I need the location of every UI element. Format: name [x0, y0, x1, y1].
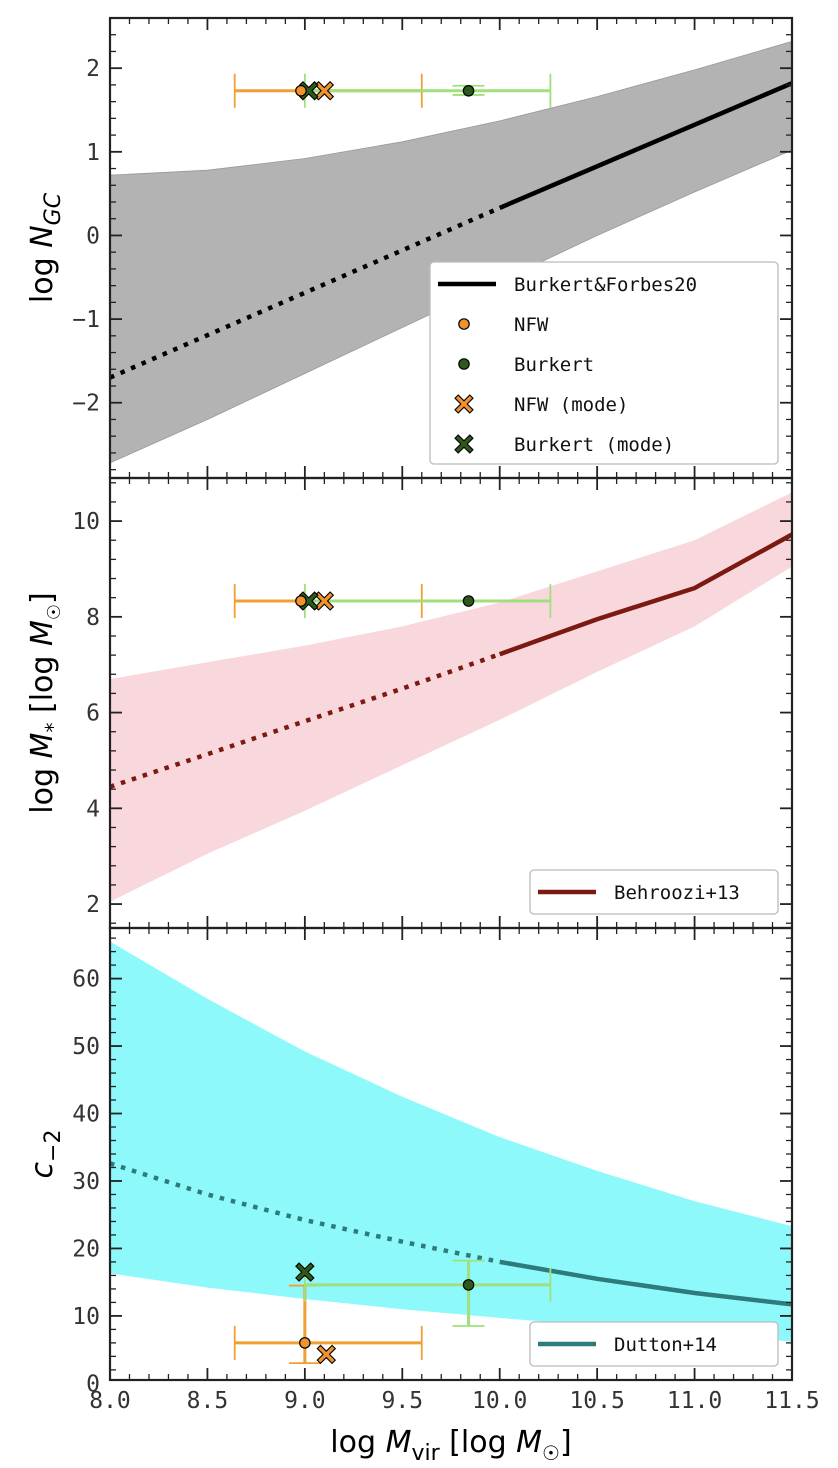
panel-mstar: Behroozi+13 2 4 6 8 10 log M* [log M☉] — [25, 476, 794, 930]
y-tick-label: 6 — [86, 701, 100, 727]
x-tick-labels: 8.0 8.5 9.0 9.5 10.0 10.5 11.0 11.5 — [89, 1388, 819, 1414]
y-tick-label: 2 — [86, 56, 100, 82]
ngc-marker-burkert — [462, 84, 475, 97]
x-tick-label: 8.0 — [89, 1388, 131, 1414]
x-tick-label: 9.0 — [284, 1388, 326, 1414]
x-tick-label: 9.5 — [382, 1388, 424, 1414]
ngc-ylabel: log NGC — [25, 192, 66, 303]
y-tick-label: −1 — [72, 307, 100, 333]
mstar-ticks: 2 4 6 8 10 — [72, 478, 793, 928]
mstar-marker-burkert — [462, 595, 475, 607]
ngc-model-line-dotted — [110, 205, 501, 380]
legend-label: NFW (mode) — [514, 394, 628, 416]
ngc-marker-nfw — [295, 84, 307, 97]
conc-model-line-dotted — [110, 1161, 501, 1265]
x-axis-label: log Mvir [log M☉] — [330, 1425, 571, 1466]
ngc-ticks: −2 −1 0 1 2 — [72, 17, 793, 478]
legend-frame — [429, 261, 779, 465]
conc-marker-burkert-mode — [295, 1262, 315, 1282]
y-tick-label: 20 — [72, 1236, 100, 1262]
conc-ylabel: c−2 — [25, 1130, 66, 1179]
y-tick-label: 50 — [72, 1034, 100, 1060]
ngc-model-band — [110, 40, 792, 464]
x-tick-label: 10.0 — [472, 1388, 527, 1414]
x-tick-label: 10.5 — [569, 1388, 624, 1414]
conc-plot-area — [110, 941, 792, 1365]
conc-marker-nfw-mode — [316, 1344, 337, 1365]
legend-label: Dutton+14 — [614, 1334, 717, 1356]
mstar-model-line-solid — [498, 532, 792, 657]
mstar-model-band — [110, 492, 792, 902]
legend-frame — [529, 869, 779, 915]
y-tick-label: 8 — [86, 605, 100, 631]
legend-frame — [529, 1321, 779, 1367]
ngc-legend: Burkert&Forbes20 NFW Burkert NFW (mode) Burk… — [429, 261, 779, 465]
mstar-ylabel: log M* [log M☉] — [25, 592, 65, 813]
mstar-marker-nfw — [295, 595, 307, 607]
conc-marker-burkert — [462, 1279, 475, 1291]
y-tick-label: 60 — [72, 967, 100, 993]
y-tick-label: 4 — [86, 796, 100, 822]
legend-label: Burkert (mode) — [514, 434, 674, 456]
x-tick-label: 11.0 — [667, 1388, 722, 1414]
legend-marker — [458, 358, 470, 370]
y-tick-label: 10 — [72, 1304, 100, 1330]
ngc-model-line-solid — [498, 81, 792, 210]
y-tick-label: −2 — [72, 391, 100, 417]
conc-model-line-solid — [499, 1259, 792, 1307]
legend-label: Burkert&Forbes20 — [514, 274, 697, 296]
y-tick-label: 2 — [86, 892, 100, 918]
y-tick-label: 10 — [72, 509, 100, 535]
conc-errorbar-burkert — [303, 1259, 552, 1327]
mstar-plot-area — [110, 492, 792, 902]
conc-model-band — [110, 941, 792, 1342]
ngc-errorbar-burkert — [303, 73, 552, 108]
conc-marker-nfw — [299, 1337, 311, 1349]
legend-label: Behroozi+13 — [614, 882, 740, 904]
panel-ngc: Burkert&Forbes20 NFW Burkert NFW (mode) Burk… — [25, 16, 794, 480]
conc-legend: Dutton+14 — [529, 1321, 779, 1367]
legend-label: Burkert — [514, 354, 594, 376]
x-tick-label: 8.5 — [187, 1388, 229, 1414]
mstar-legend: Behroozi+13 — [529, 869, 779, 915]
ngc-plot-area — [110, 40, 792, 464]
y-tick-label: 30 — [72, 1169, 100, 1195]
legend-marker — [458, 318, 470, 330]
panel-conc: Dutton+14 0 10 20 30 40 50 60 c−2 — [25, 926, 794, 1397]
conc-ticks: 0 10 20 30 40 50 60 — [72, 928, 793, 1397]
x-tick-label: 11.5 — [764, 1388, 819, 1414]
legend-marker — [454, 394, 474, 414]
y-tick-label: 0 — [86, 223, 100, 249]
legend-marker — [454, 434, 474, 454]
legend-label: NFW — [514, 314, 549, 336]
y-tick-label: 40 — [72, 1102, 100, 1128]
y-tick-label: 0 — [86, 1371, 100, 1397]
y-tick-label: 1 — [86, 140, 100, 166]
